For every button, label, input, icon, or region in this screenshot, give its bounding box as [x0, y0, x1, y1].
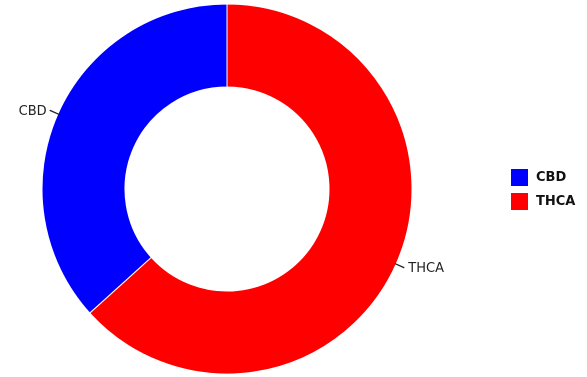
legend-item-thca: THCA [511, 193, 575, 210]
donut-slice-thca [89, 3, 413, 375]
legend-swatch-thca [511, 193, 528, 210]
donut-slices [41, 3, 413, 375]
leader-line-cbd [49, 109, 60, 115]
legend-swatch-cbd [511, 169, 528, 186]
legend-label-thca: THCA [536, 194, 576, 209]
chart-legend: CBD THCA [511, 169, 575, 217]
donut-slice-cbd [41, 3, 228, 314]
legend-label-cbd: CBD [536, 170, 567, 185]
slice-label-thca: THCA [407, 261, 444, 276]
leader-line-thca [394, 263, 405, 269]
legend-item-cbd: CBD [511, 169, 575, 186]
slice-label-cbd: CBD [19, 104, 47, 119]
slice-labels: CBD THCA [19, 104, 444, 276]
